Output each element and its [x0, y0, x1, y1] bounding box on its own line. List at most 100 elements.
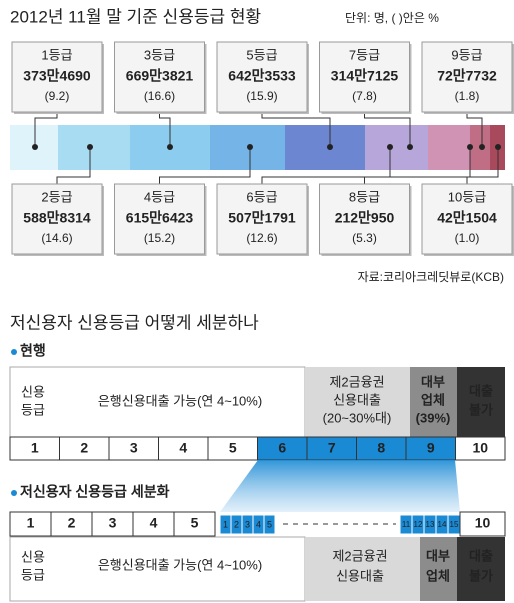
- dot: [495, 144, 501, 150]
- second-tier-zone: [305, 367, 410, 437]
- grade-label: 7등급: [349, 47, 380, 62]
- sub-cell: [263, 514, 276, 535]
- title: 2012년 11월 말 기준 신용등급 현황: [10, 7, 261, 26]
- dot: [87, 144, 93, 150]
- none-label: 대출: [469, 383, 493, 398]
- grade-pct: (12.6): [246, 231, 277, 245]
- grade-label: 6등급: [246, 189, 277, 204]
- grade-box: [216, 183, 308, 255]
- second-tier-label: 신용대출: [333, 392, 381, 407]
- grade-box: [114, 183, 205, 255]
- grade-label: 1등급: [41, 47, 72, 62]
- grade-number: 5: [191, 515, 199, 531]
- grade-label: 신용: [21, 549, 45, 564]
- lender-zone: [420, 537, 457, 601]
- second-tier-label: 제2금융권: [329, 374, 384, 389]
- connector: [159, 147, 251, 184]
- grade-number: 3: [130, 440, 138, 456]
- grade-pct: (1.8): [455, 89, 480, 103]
- sub-number: 14: [438, 520, 447, 529]
- grade-label: 2등급: [41, 189, 72, 204]
- grade-count: 588만8314: [23, 210, 91, 226]
- grade-count: 669만3821: [126, 68, 194, 84]
- grade-count: 642만3533: [228, 68, 296, 84]
- none-zone: [457, 367, 505, 437]
- source: 자료:코리아크레딧뷰로(KCB): [358, 270, 504, 284]
- grade-pct: (15.9): [246, 89, 277, 103]
- grade-pct: (7.8): [352, 89, 377, 103]
- connector: [364, 112, 411, 147]
- bar-segment: [365, 125, 428, 170]
- second-tier-label: (20~30%대): [323, 410, 392, 425]
- sub-number: 11: [402, 520, 411, 529]
- bullet: [11, 349, 17, 355]
- grade-label: 9등급: [451, 47, 482, 62]
- connector: [159, 112, 171, 147]
- grade-number: 3: [109, 515, 117, 531]
- grade-label: 4등급: [144, 189, 175, 204]
- grade-count: 42만1504: [437, 210, 497, 226]
- grade-count: 314만7125: [331, 68, 399, 84]
- grade-pct: (1.0): [455, 231, 480, 245]
- connector: [56, 147, 91, 184]
- sub-number: 2: [234, 519, 239, 529]
- bullet: [11, 490, 17, 496]
- grade-cell: [50, 511, 93, 537]
- sub-number: 1: [223, 519, 228, 529]
- connector: [466, 147, 499, 184]
- grade-number: 2: [68, 515, 76, 531]
- unit: 단위: 명, ( )안은 %: [345, 11, 439, 25]
- grade-pct: (9.2): [45, 89, 70, 103]
- grade-number: 2: [80, 440, 88, 456]
- grade-label: 5등급: [246, 47, 277, 62]
- second-tier-label: 신용대출: [336, 568, 384, 583]
- grade-label: 등급: [21, 567, 45, 582]
- grade-pct: (14.6): [41, 231, 72, 245]
- grade-count: 72만7732: [437, 68, 497, 84]
- second-tier-zone: [305, 537, 420, 601]
- connector: [261, 147, 391, 184]
- grade-box: [216, 41, 308, 113]
- grade-count: 507만1791: [228, 210, 296, 226]
- lender-label: 대부: [426, 548, 450, 563]
- grade-count: 615만6423: [126, 210, 194, 226]
- grade-label: 3등급: [144, 47, 175, 62]
- grade-number: 5: [229, 440, 237, 456]
- grade-number: 4: [150, 515, 158, 531]
- bank-label: 은행신용대출 가능(연 4~10%): [98, 393, 262, 408]
- second-tier-label: 제2금융권: [332, 548, 387, 563]
- dot: [467, 144, 473, 150]
- connector: [466, 112, 483, 147]
- lender-label: 업체: [421, 392, 445, 407]
- lender-label: 업체: [426, 568, 450, 583]
- dot: [247, 144, 253, 150]
- grade-box: [421, 41, 513, 113]
- sub-number: 5: [267, 519, 272, 529]
- grade-cell: [91, 511, 134, 537]
- dot: [327, 144, 333, 150]
- heading: 저신용자 신용등급 세분화: [20, 484, 170, 500]
- dot: [167, 144, 173, 150]
- grade-cell: [459, 511, 506, 537]
- grade-cell: [455, 436, 506, 461]
- grade-number: 6: [278, 440, 286, 456]
- grade-count: 373만4690: [23, 68, 91, 84]
- connector: [34, 112, 58, 147]
- sub-number: 12: [414, 520, 423, 529]
- grade-cell: [173, 511, 216, 537]
- bar-segment: [428, 125, 470, 170]
- lender-zone: [410, 367, 457, 437]
- grade-label: 10등급: [448, 189, 486, 204]
- grade-number: 8: [377, 440, 385, 456]
- grade-pct: (16.6): [144, 89, 175, 103]
- grade-box: [11, 183, 103, 255]
- sub-number: 3: [245, 519, 250, 529]
- heading: 현행: [20, 343, 46, 359]
- dot: [32, 144, 38, 150]
- grade-number: 9: [427, 440, 435, 456]
- connector: [364, 147, 471, 184]
- grade-pct: (5.3): [352, 231, 377, 245]
- grade-number: 7: [328, 440, 336, 456]
- grade-pct: (15.2): [144, 231, 175, 245]
